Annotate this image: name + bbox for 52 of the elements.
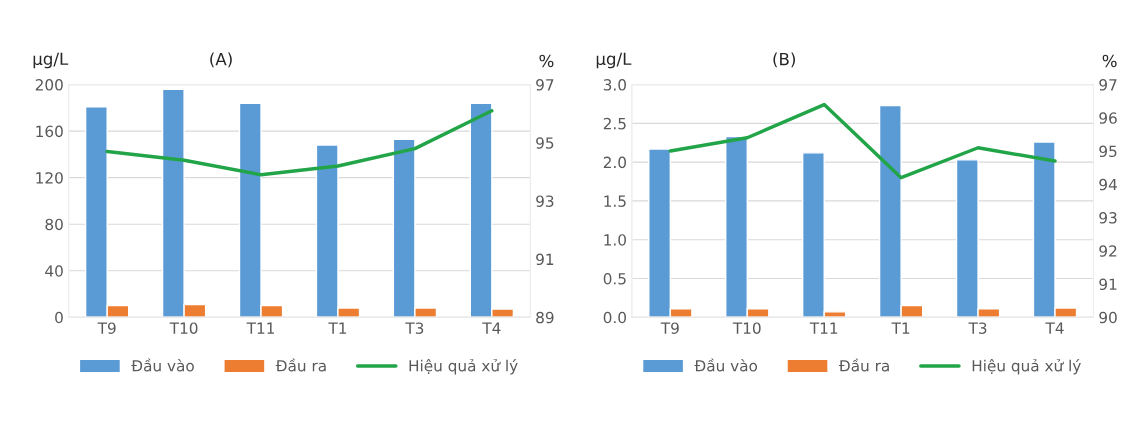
y2-tick-label: 90 xyxy=(1099,311,1117,324)
y2-tick-label: 94 xyxy=(1099,178,1117,191)
x-tick-label: T4 xyxy=(1045,322,1064,334)
y-tick-label: 200 xyxy=(35,79,63,91)
y-tick-label: 80 xyxy=(45,218,63,231)
y-axis-title: µg/L xyxy=(33,52,69,69)
chart-title: (A) xyxy=(210,52,232,68)
x-tick-label: T3 xyxy=(405,322,424,334)
y-tick-label: 0.5 xyxy=(603,272,626,285)
y-tick-label: 160 xyxy=(36,125,63,138)
chart-title: (B) xyxy=(773,52,795,68)
y2-tick-label: 93 xyxy=(536,195,554,207)
y2-tick-label: 97 xyxy=(1099,79,1117,91)
y-axis-title: µg/L xyxy=(596,52,632,69)
legend-label: Đầu vào xyxy=(131,358,194,372)
y2-tick-label: 91 xyxy=(536,253,554,266)
y-tick-label: 40 xyxy=(45,265,63,277)
x-tick-label: T9 xyxy=(660,322,679,334)
y-tick-label: 1.5 xyxy=(604,195,626,207)
y-tick-label: 3.0 xyxy=(603,79,626,91)
y-tick-label: 120 xyxy=(36,172,63,184)
y-tick-label: 2.5 xyxy=(603,117,626,130)
y2-tick-label: 97 xyxy=(536,79,554,91)
legend-label: Đầu ra xyxy=(838,358,889,372)
x-tick-label: T9 xyxy=(97,322,116,334)
y-tick-label: 1.0 xyxy=(604,234,626,246)
y2-axis-title: % xyxy=(539,54,554,68)
x-tick-label: T1 xyxy=(891,322,910,334)
x-tick-label: T4 xyxy=(482,322,501,334)
legend-label: Đầu vào xyxy=(694,358,758,372)
legend-label: Đầu ra xyxy=(275,358,326,372)
y-tick-label: 0 xyxy=(55,311,63,324)
legend-label: Hiệu quả xử lý xyxy=(972,358,1081,375)
x-tick-label: T1 xyxy=(328,322,347,334)
y-tick-label: 2.0 xyxy=(603,156,626,169)
x-tick-label: T3 xyxy=(968,322,987,334)
y2-tick-label: 95 xyxy=(1099,145,1117,158)
x-tick-label: T11 xyxy=(809,322,838,334)
y2-tick-label: 95 xyxy=(536,137,554,149)
y2-tick-label: 93 xyxy=(1099,212,1117,224)
y2-tick-label: 96 xyxy=(1099,112,1117,124)
legend-label: Hiệu quả xử lý xyxy=(409,358,518,375)
line-series xyxy=(668,102,1057,180)
x-tick-label: T10 xyxy=(732,322,761,334)
y2-tick-label: 89 xyxy=(536,311,554,324)
y2-axis-title: % xyxy=(1102,54,1117,68)
x-tick-label: T10 xyxy=(169,322,198,334)
line-series xyxy=(105,109,494,177)
y-tick-label: 0.0 xyxy=(603,311,626,324)
y2-tick-label: 91 xyxy=(1099,278,1117,291)
y2-tick-label: 92 xyxy=(1099,245,1117,257)
x-tick-label: T11 xyxy=(246,322,275,334)
